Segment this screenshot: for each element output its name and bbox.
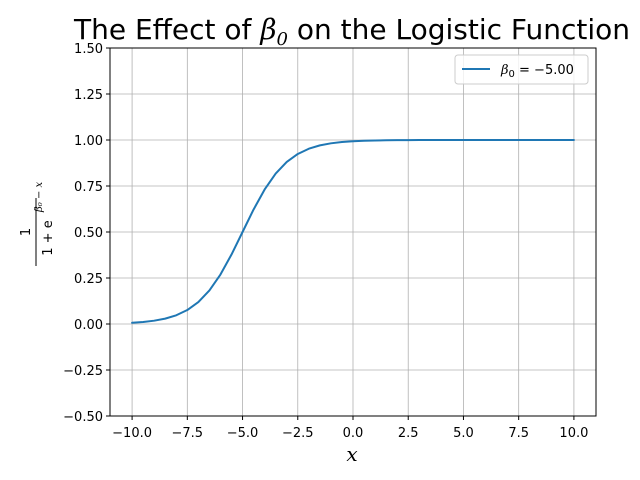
legend-entry: β0 = −5.00 [500,63,574,80]
y-tick-label: 1.25 [74,88,103,103]
y-axis-label-numerator: 1 [19,228,34,236]
x-tick-label: 7.5 [508,426,529,441]
y-tick-label: 0.00 [74,318,103,333]
chart-title: The Effect of β0 on the Logistic Functio… [73,13,630,50]
y-tick-label: 1.50 [74,42,103,57]
y-axis-ticks: −0.50 −0.25 0.00 0.25 0.50 0.75 1.00 1.25 1.50 [63,42,110,425]
y-axis-label-denominator: 1 + e [41,220,56,255]
y-axis-label-exponent: β₀ − x [34,181,45,213]
x-tick-label: −2.5 [282,426,314,441]
grid [110,47,596,417]
axes-frame [109,47,597,417]
series-layer [131,139,575,324]
x-tick-label: −7.5 [172,426,204,441]
legend-box [454,54,589,85]
x-axis-label: x [346,442,357,466]
y-axis-label: 1 1 + e β₀ − x [19,181,56,266]
y-tick-label: 1.00 [74,134,103,149]
x-axis-ticks: −10.0 −7.5 −5.0 −2.5 0.0 2.5 5.0 7.5 10.0 [112,416,588,441]
x-tick-label: −5.0 [227,426,259,441]
y-tick-label: −0.50 [63,410,103,425]
x-tick-label: 10.0 [559,426,588,441]
x-tick-label: 0.0 [343,426,364,441]
series-line [131,139,575,324]
y-tick-label: 0.75 [74,180,103,195]
x-tick-label: −10.0 [112,426,152,441]
legend: β0 = −5.00 [454,54,589,85]
y-tick-label: 0.25 [74,272,103,287]
x-tick-label: 5.0 [453,426,474,441]
y-tick-label: −0.25 [63,364,103,379]
x-tick-label: 2.5 [398,426,419,441]
y-tick-label: 0.50 [74,226,103,241]
